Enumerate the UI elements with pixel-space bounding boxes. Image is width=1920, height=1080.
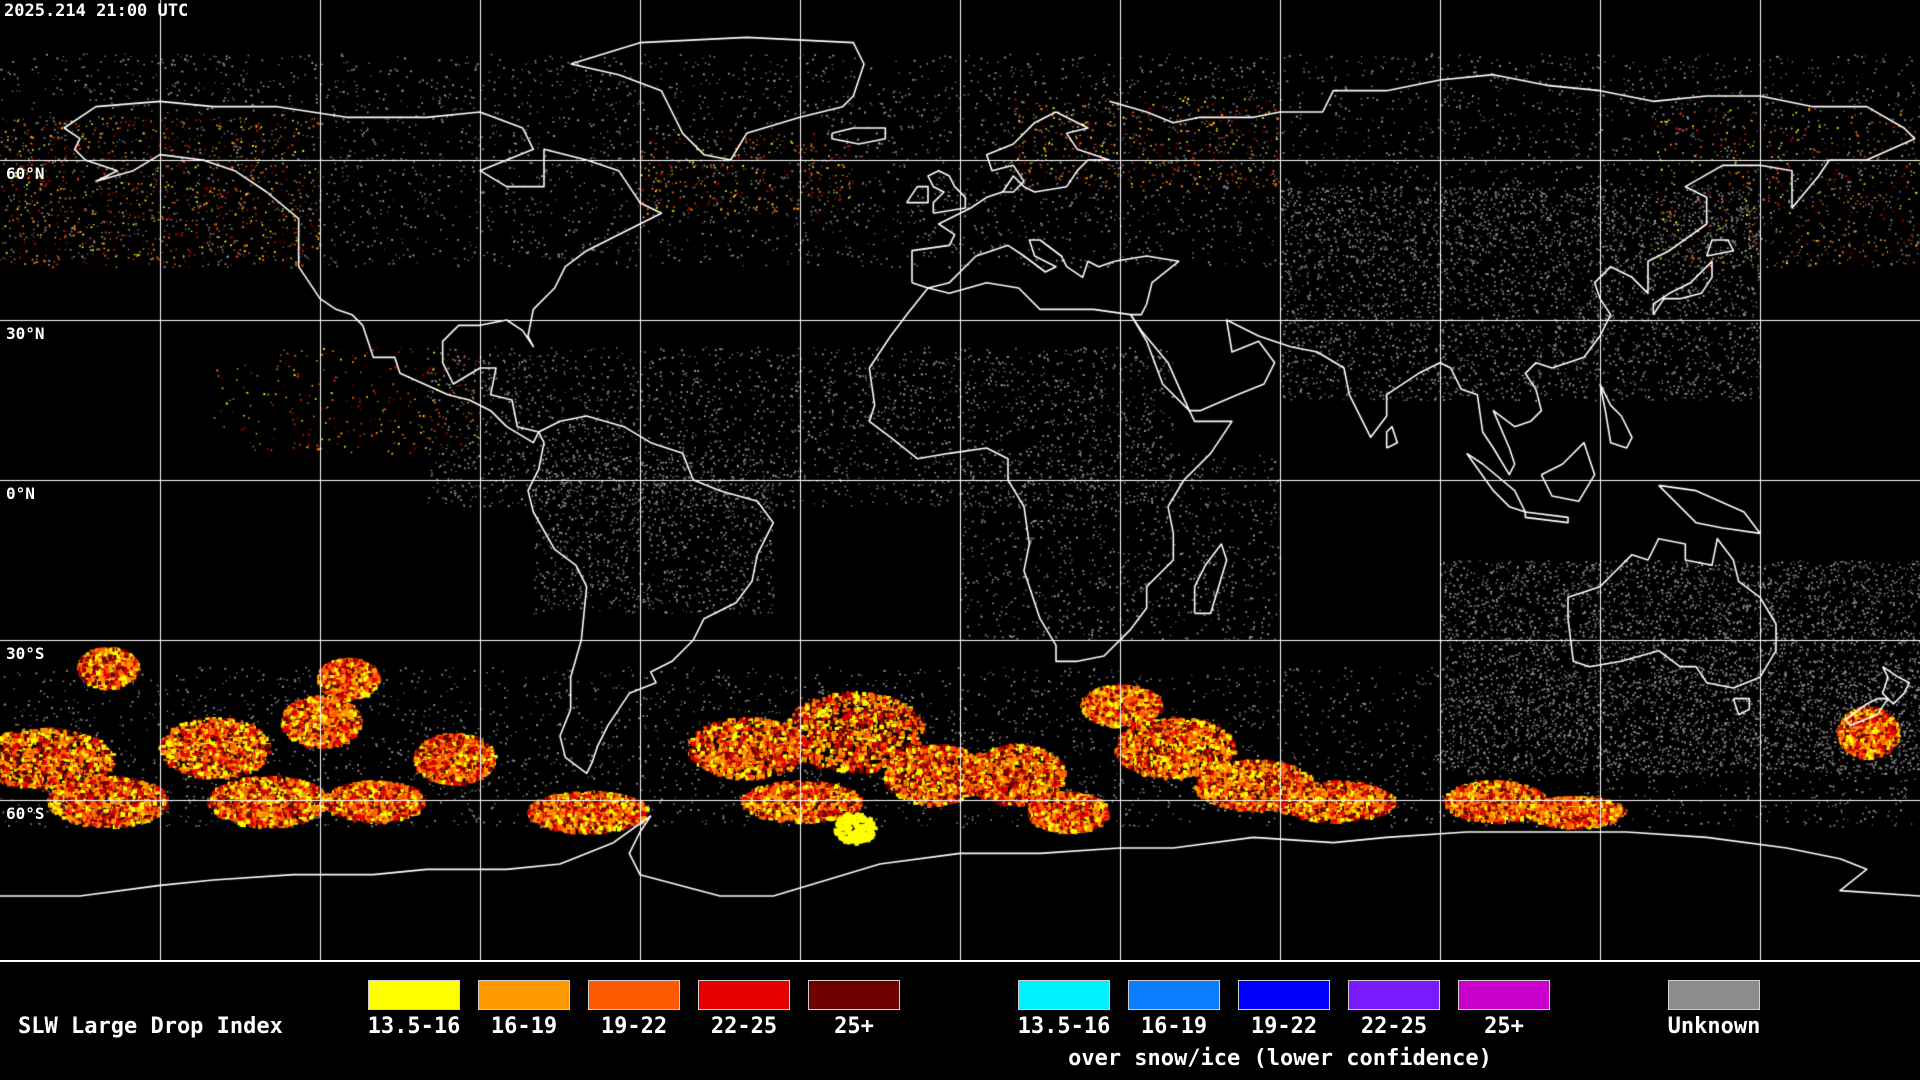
lat-label-0n: 0°N	[6, 484, 35, 503]
snow-note: over snow/ice (lower confidence)	[1068, 1046, 1492, 1071]
world-map	[0, 0, 1920, 960]
swatch-snow-label: 25+	[1484, 1014, 1524, 1039]
swatch-primary-0	[368, 980, 460, 1010]
swatch-snow-2	[1238, 980, 1330, 1010]
lat-label-30s: 30°S	[6, 644, 45, 663]
swatch-unknown-label: Unknown	[1667, 1014, 1761, 1039]
swatch-primary-2	[588, 980, 680, 1010]
timestamp: 2025.214 21:00 UTC	[4, 1, 189, 21]
lat-label-60n: 60°N	[6, 164, 45, 183]
lat-label-60s: 60°S	[6, 804, 45, 823]
swatch-snow-label: 19-22	[1250, 1014, 1318, 1039]
swatch-snow-1	[1128, 980, 1220, 1010]
swatch-snow-label: 22-25	[1360, 1014, 1428, 1039]
swatch-snow-label: 16-19	[1140, 1014, 1208, 1039]
swatch-snow-0	[1018, 980, 1110, 1010]
lat-label-30n: 30°N	[6, 324, 45, 343]
swatch-primary-label: 25+	[834, 1014, 874, 1039]
swatch-unknown	[1668, 980, 1760, 1010]
swatch-primary-label: 19-22	[600, 1014, 668, 1039]
swatch-snow-label: 13.5-16	[1017, 1014, 1111, 1039]
swatch-snow-3	[1348, 980, 1440, 1010]
swatch-primary-label: 22-25	[710, 1014, 778, 1039]
legend-title: SLW Large Drop Index	[18, 1014, 283, 1039]
swatch-snow-4	[1458, 980, 1550, 1010]
swatch-primary-3	[698, 980, 790, 1010]
swatch-primary-1	[478, 980, 570, 1010]
swatch-primary-label: 13.5-16	[367, 1014, 461, 1039]
swatch-primary-4	[808, 980, 900, 1010]
swatch-primary-label: 16-19	[490, 1014, 558, 1039]
legend: SLW Large Drop Index 13.5-16 16-19 19-22…	[0, 960, 1920, 1080]
